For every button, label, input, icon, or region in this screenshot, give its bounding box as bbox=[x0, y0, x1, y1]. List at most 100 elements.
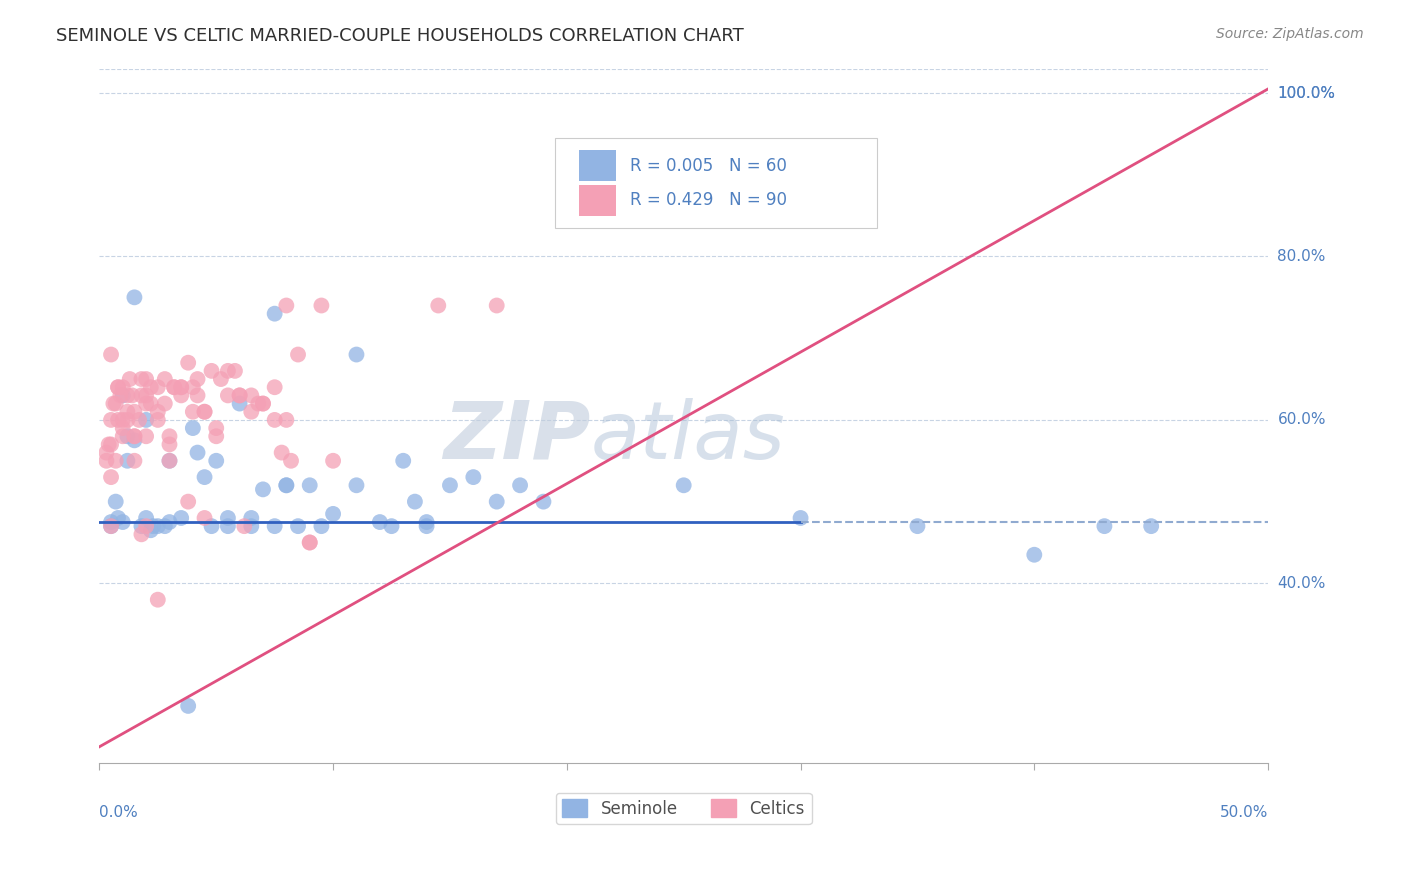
Point bbox=[121, 388, 143, 402]
Point bbox=[217, 519, 239, 533]
Point bbox=[1140, 519, 1163, 533]
Point bbox=[380, 519, 402, 533]
Point bbox=[146, 380, 169, 394]
Point bbox=[247, 396, 270, 410]
Point bbox=[485, 494, 508, 508]
Text: R = 0.005   N = 60: R = 0.005 N = 60 bbox=[630, 157, 787, 175]
Point bbox=[427, 298, 450, 312]
Point bbox=[131, 527, 153, 541]
Point bbox=[159, 437, 181, 451]
Point bbox=[146, 405, 169, 419]
Point bbox=[270, 445, 292, 459]
Point bbox=[263, 307, 285, 321]
Text: ZIP: ZIP bbox=[443, 398, 591, 475]
Point bbox=[346, 347, 368, 361]
Point bbox=[200, 364, 222, 378]
Point bbox=[1094, 519, 1116, 533]
Point bbox=[124, 454, 146, 468]
Point bbox=[104, 396, 127, 410]
Point bbox=[124, 434, 146, 448]
FancyBboxPatch shape bbox=[578, 185, 616, 216]
Point bbox=[139, 380, 162, 394]
Text: 100.0%: 100.0% bbox=[1278, 86, 1336, 101]
Point bbox=[146, 592, 169, 607]
Point bbox=[217, 511, 239, 525]
Text: atlas: atlas bbox=[591, 398, 785, 475]
Point bbox=[170, 388, 193, 402]
Point bbox=[224, 364, 246, 378]
Point bbox=[205, 454, 228, 468]
Point bbox=[124, 429, 146, 443]
Point bbox=[100, 519, 122, 533]
Point bbox=[110, 388, 132, 402]
Text: 100.0%: 100.0% bbox=[1278, 86, 1336, 101]
Point bbox=[276, 478, 298, 492]
Point bbox=[311, 298, 333, 312]
Point bbox=[104, 494, 127, 508]
Point bbox=[346, 478, 368, 492]
Point bbox=[252, 396, 274, 410]
Legend: Seminole, Celtics: Seminole, Celtics bbox=[555, 793, 811, 824]
FancyBboxPatch shape bbox=[555, 138, 876, 228]
Point bbox=[186, 372, 208, 386]
Point bbox=[298, 535, 321, 549]
Point bbox=[146, 413, 169, 427]
Point bbox=[217, 388, 239, 402]
Point bbox=[322, 454, 344, 468]
Point bbox=[263, 380, 285, 394]
Point bbox=[240, 388, 263, 402]
Point bbox=[233, 519, 256, 533]
Point bbox=[298, 478, 321, 492]
Point bbox=[117, 429, 139, 443]
Point bbox=[1024, 548, 1046, 562]
Text: Source: ZipAtlas.com: Source: ZipAtlas.com bbox=[1216, 27, 1364, 41]
Point bbox=[193, 470, 215, 484]
Point bbox=[153, 396, 176, 410]
Text: SEMINOLE VS CELTIC MARRIED-COUPLE HOUSEHOLDS CORRELATION CHART: SEMINOLE VS CELTIC MARRIED-COUPLE HOUSEH… bbox=[56, 27, 744, 45]
Point bbox=[533, 494, 555, 508]
Point bbox=[276, 478, 298, 492]
Point bbox=[439, 478, 461, 492]
Point bbox=[263, 413, 285, 427]
Point bbox=[97, 437, 120, 451]
Point bbox=[555, 184, 578, 198]
Point bbox=[117, 405, 139, 419]
Point bbox=[252, 483, 274, 497]
Point bbox=[170, 380, 193, 394]
Point bbox=[159, 429, 181, 443]
Point bbox=[287, 519, 309, 533]
Point bbox=[139, 523, 162, 537]
Text: 0.0%: 0.0% bbox=[100, 805, 138, 820]
Point bbox=[404, 494, 426, 508]
Point bbox=[111, 388, 134, 402]
Point bbox=[124, 290, 146, 304]
Point bbox=[124, 429, 146, 443]
Point bbox=[163, 380, 186, 394]
Point bbox=[228, 388, 250, 402]
Point bbox=[205, 421, 228, 435]
Point bbox=[153, 372, 176, 386]
Point bbox=[228, 396, 250, 410]
Point bbox=[135, 413, 157, 427]
Point bbox=[142, 519, 165, 533]
Point bbox=[111, 421, 134, 435]
Point bbox=[135, 511, 157, 525]
Point bbox=[135, 519, 157, 533]
Point bbox=[111, 515, 134, 529]
Point bbox=[139, 396, 162, 410]
Point bbox=[181, 421, 204, 435]
Point bbox=[111, 413, 134, 427]
Point bbox=[96, 454, 118, 468]
Point bbox=[907, 519, 929, 533]
Point bbox=[153, 519, 176, 533]
Point bbox=[100, 347, 122, 361]
Point bbox=[103, 396, 125, 410]
Point bbox=[170, 511, 193, 525]
Point bbox=[181, 405, 204, 419]
Point bbox=[217, 364, 239, 378]
Text: 60.0%: 60.0% bbox=[1278, 412, 1326, 427]
Point bbox=[100, 515, 122, 529]
FancyBboxPatch shape bbox=[578, 150, 616, 181]
Point bbox=[368, 515, 391, 529]
Point bbox=[209, 372, 232, 386]
